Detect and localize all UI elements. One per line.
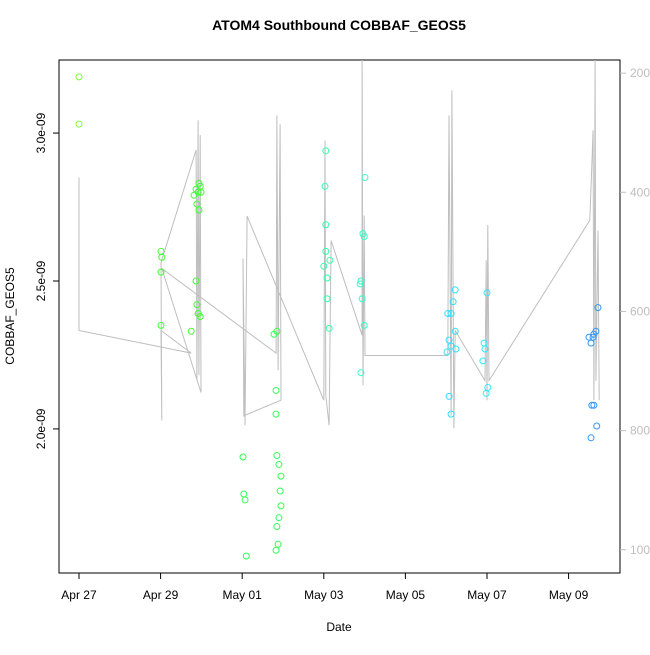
data-point [273,523,281,531]
data-point [484,384,492,392]
y-tick-label: 2.5e-09 [34,260,48,301]
plot-frame [58,59,621,574]
data-point [447,342,455,350]
data-point [275,460,283,468]
data-point [277,472,285,480]
data-point [587,339,595,347]
data-point [358,295,366,303]
pressure-line [78,60,600,429]
data-point [274,540,282,548]
data-point [445,392,453,400]
data-point [323,274,331,282]
data-point [239,453,247,461]
data-point [321,182,329,190]
y2-tick-label: 400 [630,185,650,199]
x-tick-label: Apr 27 [61,588,97,602]
data-point [482,389,490,397]
data-point [157,247,165,255]
data-point [357,277,365,285]
data-point [193,301,201,309]
data-point [276,487,284,495]
data-point [158,253,166,261]
data-point [585,333,593,341]
data-point [192,277,200,285]
data-point [447,410,455,418]
data-point [240,490,248,498]
x-axis-title: Date [326,620,352,634]
data-point [360,233,368,241]
plot-area [75,60,602,560]
y-axis-title: COBBAF_GEOS5 [3,267,17,365]
data-point [197,188,205,196]
x-tick-label: May 01 [223,588,263,602]
data-point [451,286,459,294]
data-point [75,120,83,128]
data-point [325,324,333,332]
y2-tick-label: 600 [630,304,650,318]
data-point [193,200,201,208]
data-point [588,401,596,409]
data-point [587,434,595,442]
data-point [479,357,487,365]
data-point [273,452,281,460]
data-point [592,327,600,335]
x-tick-label: Apr 29 [143,588,179,602]
x-tick-label: May 09 [549,588,589,602]
data-point [322,147,330,155]
data-point [157,321,165,329]
data-point [594,304,602,312]
x-tick-label: May 05 [386,588,426,602]
data-point [272,386,280,394]
data-point [273,327,281,335]
data-point [443,348,451,356]
data-point [320,262,328,270]
data-point [447,310,455,318]
data-point [196,313,204,320]
data-point [590,401,598,409]
data-point [593,422,601,430]
data-point [194,188,202,196]
y2-tick-label: 800 [630,424,650,438]
data-point [75,73,83,81]
data-point [242,552,250,560]
data-point [444,310,452,318]
data-point [275,514,283,522]
x-tick-label: May 07 [467,588,507,602]
data-point [452,345,460,353]
data-point [187,327,195,335]
data-point [272,410,280,418]
data-point [195,206,203,214]
data-point [357,369,365,377]
data-point [241,496,249,504]
data-point [360,321,368,329]
y-tick-label: 2.0e-09 [34,408,48,449]
chart-title: ATOM4 Southbound COBBAF_GEOS5 [212,17,466,33]
data-point [449,298,457,306]
data-point [451,327,459,335]
data-point [483,289,491,297]
data-point [445,336,453,344]
x-tick-label: May 03 [304,588,344,602]
data-point [272,546,280,554]
data-point [195,179,203,187]
data-point [322,221,330,229]
data-point [323,295,331,303]
data-point [326,256,334,264]
data-point [322,247,330,255]
y-tick-label: 3.0e-09 [34,112,48,153]
data-point [356,280,364,288]
data-point [589,333,597,341]
data-point [361,173,369,181]
data-point [157,268,165,276]
y2-tick-label: 1000 [630,543,650,557]
y2-tick-label: 200 [630,66,650,80]
data-point [277,502,285,510]
data-point [481,345,489,353]
